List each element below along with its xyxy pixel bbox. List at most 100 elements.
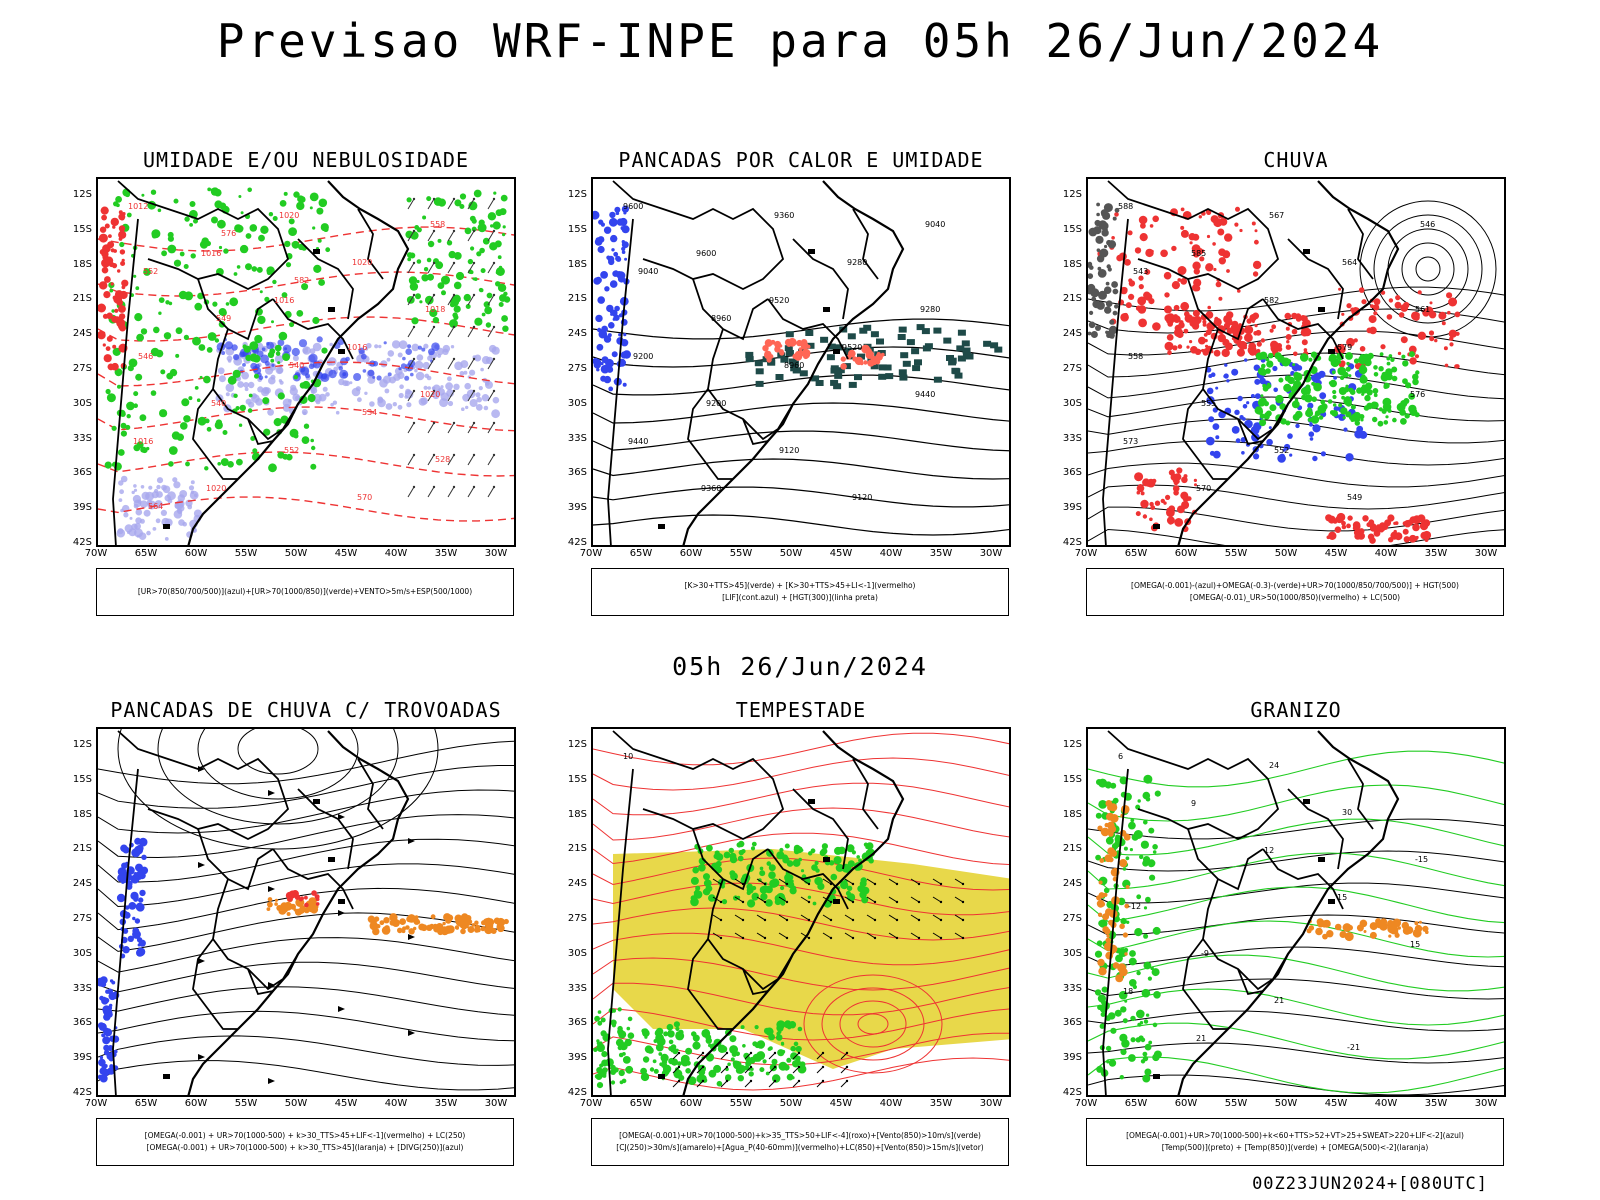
lat-tick-label: 18S xyxy=(567,808,587,820)
lon-tick-label: 55W xyxy=(234,548,258,559)
legend-line: [CJ(250)>30m/s](amarelo)+[Agua_P(40-60mm… xyxy=(616,1143,984,1152)
lat-tick-label: 30S xyxy=(72,947,92,959)
lat-tick-label: 24S xyxy=(567,878,587,890)
contour-label: 1016 xyxy=(347,343,367,352)
legend-chuva: [OMEGA(-0.001)-(azul)+OMEGA(-0.3)-(verde… xyxy=(1086,568,1504,616)
contour-label: 9280 xyxy=(920,305,940,314)
contour-label: 561 xyxy=(1415,305,1430,314)
legend-line: [OMEGA(-0.001) + UR>70(1000-500) + k>30_… xyxy=(144,1131,466,1140)
contour-label: 528 xyxy=(435,455,450,464)
legend-pancadas-calor: [K>30+TTS>45](verde) + [K>30+TTS>45+LI<-… xyxy=(591,568,1009,616)
lat-tick-label: 27S xyxy=(567,363,587,374)
lon-tick-label: 35W xyxy=(929,548,953,559)
contour-label: 12 xyxy=(1264,846,1274,855)
contour-label: 552 xyxy=(284,446,299,455)
contour-label: 540 xyxy=(211,399,226,408)
lat-tick-label: 30S xyxy=(1062,947,1082,959)
contour-label: 552 xyxy=(143,267,158,276)
lat-tick-label: 42S xyxy=(1062,537,1082,548)
lon-tick-label: 70W xyxy=(84,1098,108,1109)
lon-tick-label: 45W xyxy=(829,548,853,559)
contour-label: 573 xyxy=(1123,437,1138,446)
lat-tick-label: 15S xyxy=(1062,773,1082,785)
lon-tick-label: 55W xyxy=(1224,1098,1248,1109)
contour-label: 9280 xyxy=(847,258,867,267)
contour-label: 558 xyxy=(430,220,445,229)
lat-tick-label: 21S xyxy=(567,843,587,855)
lon-tick-label: 50W xyxy=(779,1098,803,1109)
lat-tick-label: 21S xyxy=(72,293,92,305)
lon-tick-label: 70W xyxy=(579,548,603,559)
lat-tick-label: 21S xyxy=(72,843,92,855)
lon-tick-label: 65W xyxy=(1124,548,1148,559)
panel-title-pancadas-calor: PANCADAS POR CALOR E UMIDADE xyxy=(618,148,984,172)
contour-label: 570 xyxy=(357,493,372,502)
lat-tick-label: 33S xyxy=(72,432,92,444)
lon-tick-label: 65W xyxy=(629,1098,653,1109)
lat-tick-label: 18S xyxy=(1062,808,1082,820)
lon-tick-label: 40W xyxy=(1374,1098,1398,1109)
lon-tick-label: 50W xyxy=(1274,1098,1298,1109)
lat-tick-label: 30S xyxy=(567,947,587,959)
lat-tick-label: 36S xyxy=(1062,1017,1082,1029)
contour-label: 1020 xyxy=(352,258,372,267)
map-tempestade: 10 xyxy=(591,727,1011,1097)
lon-tick-label: 30W xyxy=(484,1098,508,1109)
lat-tick-label: 42S xyxy=(72,1087,92,1098)
lat-tick-label: 27S xyxy=(567,913,587,924)
lat-tick-label: 39S xyxy=(567,502,587,514)
contour-label: 546 xyxy=(138,352,153,361)
lat-tick-label: 39S xyxy=(72,1052,92,1064)
lat-tick-label: 42S xyxy=(1062,1087,1082,1098)
lon-tick-label: 40W xyxy=(879,1098,903,1109)
lat-tick-label: 12S xyxy=(1062,189,1082,200)
legend-line: [OMEGA(-0.001) + UR>70(1000-500) + k>30_… xyxy=(146,1143,464,1152)
lon-tick-label: 40W xyxy=(879,548,903,559)
lat-tick-label: 36S xyxy=(567,467,587,479)
map-umidade: 1012 1016 1016 1016 1020 1016 1020 1020 1020 1018… xyxy=(96,177,516,547)
contour-label: 546 xyxy=(1420,220,1435,229)
lon-tick-label: 30W xyxy=(1474,548,1498,559)
legend-line: [Temp(500)](preto) + [Temp(850)](verde) … xyxy=(1161,1143,1429,1152)
lon-tick-label: 35W xyxy=(1424,1098,1448,1109)
legend-trovoadas: [OMEGA(-0.001) + UR>70(1000-500) + k>30_… xyxy=(96,1118,514,1166)
lat-tick-label: 33S xyxy=(1062,432,1082,444)
lon-tick-label: 60W xyxy=(1174,548,1198,559)
contour-label: 9120 xyxy=(779,446,799,455)
contour-label: 585 xyxy=(1191,249,1206,258)
lon-tick-label: 45W xyxy=(334,548,358,559)
contour-label: -15 xyxy=(1415,855,1428,864)
lon-tick-label: 55W xyxy=(234,1098,258,1109)
lat-tick-label: 33S xyxy=(567,432,587,444)
lat-tick-label: 39S xyxy=(1062,502,1082,514)
lat-tick-label: 15S xyxy=(72,773,92,785)
contour-label: 1018 xyxy=(425,305,445,314)
lat-tick-label: 33S xyxy=(567,982,587,994)
contour-label: 9 xyxy=(1191,799,1196,808)
lat-tick-label: 36S xyxy=(567,1017,587,1029)
legend-line: [OMEGA(-0.001)+UR>70(1000-500)+k>35_TTS>… xyxy=(619,1131,981,1140)
panel-title-tempestade: TEMPESTADE xyxy=(735,698,867,722)
lat-tick-label: 12S xyxy=(567,739,587,750)
contour-label: 534 xyxy=(362,408,377,417)
contour-label: 8960 xyxy=(711,314,731,323)
lon-tick-label: 55W xyxy=(729,548,753,559)
legend-line: [K>30+TTS>45](verde) + [K>30+TTS>45+LI<-… xyxy=(684,581,916,590)
map-granizo: 6 9 12 15 15 18 21 24 30 -15 -12 -9 21 -21 xyxy=(1086,727,1506,1097)
contour-label: 9360 xyxy=(774,211,794,220)
lon-tick-label: 55W xyxy=(729,1098,753,1109)
contour-label: 6 xyxy=(1118,752,1123,761)
contour-label: 564 xyxy=(1342,258,1357,267)
lat-tick-label: 27S xyxy=(72,913,92,924)
contour-label: 9200 xyxy=(706,399,726,408)
contour-label: 1016 xyxy=(133,437,153,446)
contour-label: -9 xyxy=(1201,949,1209,958)
contour-label: 540 xyxy=(289,361,304,370)
lat-tick-label: 30S xyxy=(72,397,92,409)
contour-label: 1020 xyxy=(279,211,299,220)
contour-label: 1020 xyxy=(420,390,440,399)
contour-label: 1012 xyxy=(128,202,148,211)
contour-label: 9200 xyxy=(633,352,653,361)
contour-label: 15 xyxy=(1337,893,1347,902)
contour-label: 588 xyxy=(1118,202,1133,211)
